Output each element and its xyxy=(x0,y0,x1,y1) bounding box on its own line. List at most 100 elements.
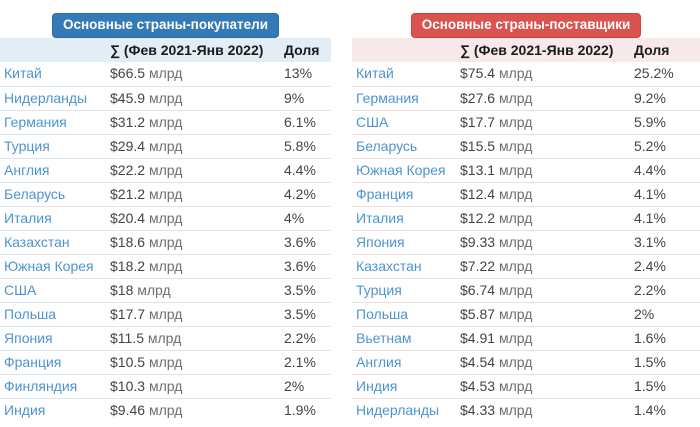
share-cell: 2.2% xyxy=(280,325,331,350)
share-cell: 1.5% xyxy=(630,373,700,398)
suppliers-table: ∑ (Фев 2021-Янв 2022) Доля Китай $75.4 мл… xyxy=(352,38,700,422)
value-unit: млрд xyxy=(148,257,183,274)
value-cell: $17.7 млрд xyxy=(456,109,630,134)
value-cell: $75.4 млрд xyxy=(456,62,630,86)
country-link[interactable]: Беларусь xyxy=(4,185,66,202)
table-row: Беларусь $15.5 млрд 5.2% xyxy=(352,133,700,158)
value-unit: млрд xyxy=(148,113,183,130)
country-link[interactable]: США xyxy=(4,281,37,298)
share-cell: 4.4% xyxy=(630,157,700,182)
country-cell: Франция xyxy=(0,349,106,374)
country-link[interactable]: Япония xyxy=(356,233,405,250)
country-link[interactable]: Китай xyxy=(4,65,42,82)
country-cell: Беларусь xyxy=(352,133,456,158)
country-cell: Казахстан xyxy=(0,229,106,254)
value-unit: млрд xyxy=(148,401,183,418)
country-link[interactable]: Южная Корея xyxy=(356,161,446,178)
country-link[interactable]: Италия xyxy=(4,209,52,226)
country-cell: Польша xyxy=(0,301,106,326)
country-link[interactable]: Вьетнам xyxy=(356,329,412,346)
country-link[interactable]: Англия xyxy=(356,353,402,370)
value-cell: $9.33 млрд xyxy=(456,229,630,254)
value-amount: $9.46 xyxy=(110,401,149,418)
country-link[interactable]: Англия xyxy=(4,161,50,178)
table-row: Италия $20.4 млрд 4% xyxy=(0,205,331,230)
value-amount: $17.7 xyxy=(110,305,149,322)
value-amount: $6.74 xyxy=(460,281,499,298)
country-link[interactable]: Германия xyxy=(356,89,419,106)
table-row: Казахстан $18.6 млрд 3.6% xyxy=(0,229,331,254)
value-cell: $13.1 млрд xyxy=(456,157,630,182)
value-amount: $12.2 xyxy=(460,209,499,226)
country-link[interactable]: Южная Корея xyxy=(4,257,94,274)
country-cell: Беларусь xyxy=(0,181,106,206)
country-link[interactable]: Турция xyxy=(356,281,402,298)
value-unit: млрд xyxy=(148,353,183,370)
value-amount: $4.33 xyxy=(460,401,499,418)
country-link[interactable]: Беларусь xyxy=(356,137,418,154)
value-amount: $11.5 xyxy=(110,329,148,346)
share-cell: 3.6% xyxy=(280,253,331,278)
country-cell: Япония xyxy=(352,229,456,254)
country-cell: Нидерланды xyxy=(352,397,456,422)
value-cell: $4.91 млрд xyxy=(456,325,630,350)
value-unit: млрд xyxy=(148,185,183,202)
value-cell: $18 млрд xyxy=(106,277,280,302)
country-link[interactable]: США xyxy=(356,113,389,130)
country-link[interactable]: Турция xyxy=(4,137,50,154)
value-amount: $10.5 xyxy=(110,353,149,370)
country-link[interactable]: Италия xyxy=(356,209,404,226)
value-cell: $15.5 млрд xyxy=(456,133,630,158)
country-link[interactable]: Казахстан xyxy=(4,233,70,250)
country-link[interactable]: Германия xyxy=(4,113,67,130)
table-row: Польша $5.87 млрд 2% xyxy=(352,301,700,326)
country-link[interactable]: Индия xyxy=(356,377,398,394)
value-cell: $29.4 млрд xyxy=(106,133,280,158)
country-link[interactable]: Нидерланды xyxy=(4,89,88,106)
value-unit: млрд xyxy=(148,305,183,322)
table-row: Беларусь $21.2 млрд 4.2% xyxy=(0,181,331,206)
value-amount: $5.87 xyxy=(460,305,499,322)
value-amount: $29.4 xyxy=(110,137,149,154)
country-cell: Индия xyxy=(352,373,456,398)
table-row: Китай $66.5 млрд 13% xyxy=(0,62,331,86)
value-cell: $66.5 млрд xyxy=(106,62,280,86)
country-link[interactable]: Нидерланды xyxy=(356,401,440,418)
value-cell: $45.9 млрд xyxy=(106,85,280,110)
country-cell: Южная Корея xyxy=(352,157,456,182)
country-link[interactable]: Япония xyxy=(4,329,53,346)
value-amount: $75.4 xyxy=(460,65,499,82)
value-cell: $12.2 млрд xyxy=(456,205,630,230)
value-unit: млрд xyxy=(498,281,533,298)
table-row: Англия $22.2 млрд 4.4% xyxy=(0,157,331,182)
share-cell: 6.1% xyxy=(280,109,331,134)
country-cell: Франция xyxy=(352,181,456,206)
suppliers-badge-button[interactable]: Основные страны-поставщики xyxy=(410,13,642,38)
value-unit: млрд xyxy=(498,161,533,178)
buyers-sum-header: ∑ (Фев 2021-Янв 2022) xyxy=(106,38,280,62)
table-row: Англия $4.54 млрд 1.5% xyxy=(352,349,700,374)
buyers-badge-button[interactable]: Основные страны-покупатели xyxy=(51,13,280,38)
value-cell: $10.3 млрд xyxy=(106,373,280,398)
country-link[interactable]: Финляндия xyxy=(4,377,78,394)
country-link[interactable]: Франция xyxy=(356,185,414,202)
country-link[interactable]: Казахстан xyxy=(356,257,422,274)
country-link[interactable]: Китай xyxy=(356,65,394,82)
table-row: Италия $12.2 млрд 4.1% xyxy=(352,205,700,230)
country-link[interactable]: Франция xyxy=(4,353,62,370)
share-cell: 2% xyxy=(280,373,331,398)
value-cell: $12.4 млрд xyxy=(456,181,630,206)
value-cell: $9.46 млрд xyxy=(106,397,280,422)
share-cell: 1.4% xyxy=(630,397,700,422)
value-unit: млрд xyxy=(498,65,533,82)
table-row: Турция $6.74 млрд 2.2% xyxy=(352,277,700,302)
country-link[interactable]: Польша xyxy=(4,305,57,322)
country-link[interactable]: Польша xyxy=(356,305,409,322)
value-cell: $27.6 млрд xyxy=(456,85,630,110)
value-amount: $31.2 xyxy=(110,113,149,130)
value-amount: $45.9 xyxy=(110,89,149,106)
value-unit: млрд xyxy=(498,185,533,202)
table-row: Финляндия $10.3 млрд 2% xyxy=(0,373,331,398)
country-link[interactable]: Индия xyxy=(4,401,46,418)
